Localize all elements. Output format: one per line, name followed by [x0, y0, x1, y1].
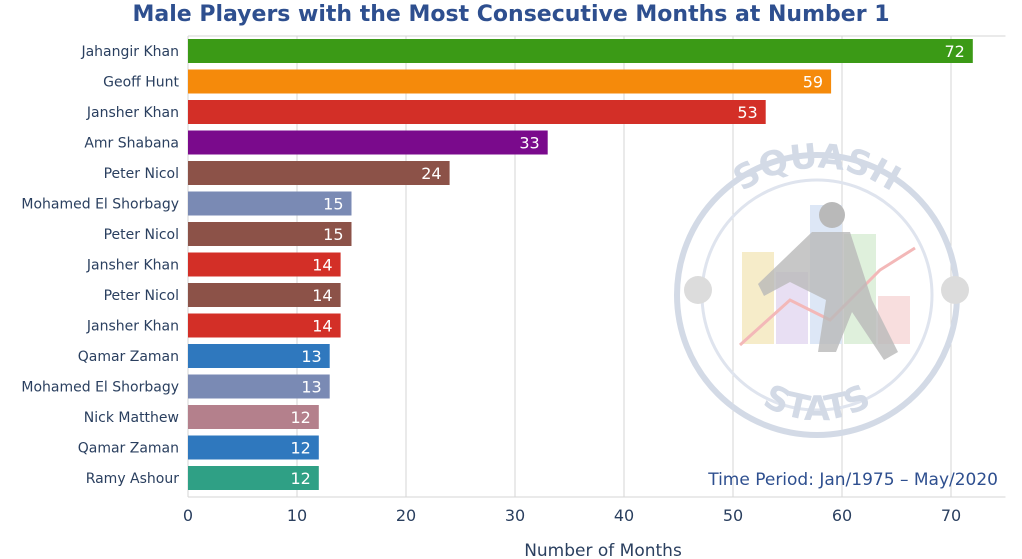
bar-value-label: 33 — [519, 134, 539, 153]
watermark-top-text-path: SQUASH — [726, 136, 907, 199]
time-period-annotation: Time Period: Jan/1975 – May/2020 — [707, 470, 998, 490]
bar-value-label: 14 — [312, 317, 332, 336]
bar-value-label: 15 — [323, 225, 343, 244]
bar — [188, 435, 319, 460]
bar — [188, 466, 319, 490]
bar-value-label: 13 — [301, 347, 321, 366]
category-label: Qamar Zaman — [78, 441, 179, 457]
category-label: Nick Matthew — [84, 410, 179, 426]
category-label: Amr Shabana — [84, 136, 179, 152]
bar — [188, 161, 450, 185]
bar-value-label: 12 — [290, 408, 310, 427]
category-label: Jansher Khan — [86, 105, 179, 121]
chart-title: Male Players with the Most Consecutive M… — [132, 2, 890, 27]
bar-value-label: 59 — [803, 73, 823, 92]
watermark-top-text: SQUASH — [726, 136, 907, 199]
bar — [188, 130, 548, 155]
bar-value-label: 24 — [421, 164, 441, 183]
bar — [188, 405, 319, 429]
x-tick-label: 30 — [505, 506, 525, 525]
watermark-ball-icon — [684, 276, 712, 304]
bar — [188, 222, 352, 246]
squash-stats-watermark: SQUASH STATS — [674, 136, 969, 438]
x-tick-label: 20 — [396, 506, 416, 525]
bar-value-label: 14 — [312, 256, 332, 275]
category-label: Peter Nicol — [104, 166, 179, 182]
bar-value-label: 72 — [944, 42, 964, 61]
bar — [188, 39, 973, 63]
x-tick-label: 70 — [941, 506, 961, 525]
category-label: Qamar Zaman — [78, 349, 179, 365]
category-label: Peter Nicol — [104, 288, 179, 304]
bar — [188, 69, 832, 94]
x-axis-title: Number of Months — [524, 541, 682, 559]
bar — [188, 191, 352, 216]
category-label: Jansher Khan — [86, 258, 179, 274]
bar-value-label: 14 — [312, 286, 332, 305]
category-label: Ramy Ashour — [86, 471, 180, 487]
x-tick-label: 40 — [614, 506, 634, 525]
bar — [188, 313, 341, 338]
bar — [188, 344, 330, 368]
bar-value-label: 13 — [301, 378, 321, 397]
bar — [188, 100, 766, 124]
category-label: Geoff Hunt — [103, 75, 179, 91]
y-axis: Jahangir Khan Geoff Hunt Jansher Khan Amr S… — [21, 44, 179, 487]
bar — [188, 374, 330, 399]
bars: 72 59 53 33 24 15 15 14 14 14 13 13 12 12 12 — [188, 39, 973, 490]
bar — [188, 252, 341, 277]
watermark-bottom-text-path: STATS — [758, 377, 877, 429]
x-tick-label: 60 — [832, 506, 852, 525]
bar — [188, 283, 341, 307]
x-axis: 0 10 20 30 40 50 60 70 — [183, 506, 961, 525]
watermark-ball-icon — [941, 276, 969, 304]
bar-value-label: 53 — [737, 103, 757, 122]
x-tick-label: 50 — [723, 506, 743, 525]
watermark-player-icon — [758, 232, 898, 360]
x-tick-label: 10 — [287, 506, 307, 525]
bar-value-label: 12 — [290, 469, 310, 488]
category-label: Jansher Khan — [86, 319, 179, 335]
watermark-bottom-text: STATS — [758, 377, 877, 429]
category-label: Jahangir Khan — [80, 44, 179, 60]
category-label: Peter Nicol — [104, 227, 179, 243]
bar-value-label: 12 — [290, 439, 310, 458]
watermark-player-icon — [819, 202, 845, 228]
bar-value-label: 15 — [323, 195, 343, 214]
category-label: Mohamed El Shorbagy — [21, 197, 179, 213]
x-tick-label: 0 — [183, 506, 193, 525]
category-label: Mohamed El Shorbagy — [21, 380, 179, 396]
